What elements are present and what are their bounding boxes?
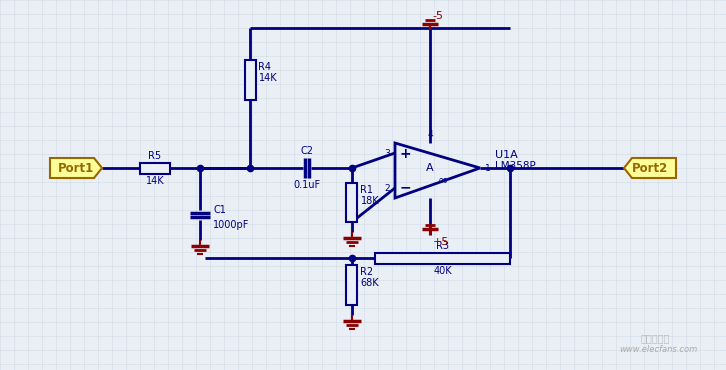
Text: +5: +5 bbox=[433, 237, 449, 247]
Text: R3: R3 bbox=[436, 240, 449, 250]
Text: Port1: Port1 bbox=[58, 161, 94, 175]
Text: 40K: 40K bbox=[433, 266, 452, 276]
Text: A: A bbox=[425, 163, 433, 173]
Text: R2: R2 bbox=[361, 267, 374, 277]
Text: Port2: Port2 bbox=[632, 161, 668, 175]
Text: 电子发烧友: 电子发烧友 bbox=[640, 333, 670, 343]
Text: 14K: 14K bbox=[146, 175, 164, 185]
Text: 68K: 68K bbox=[361, 278, 379, 288]
Polygon shape bbox=[50, 158, 102, 178]
Text: -5: -5 bbox=[432, 11, 443, 21]
Text: 3: 3 bbox=[384, 148, 390, 158]
Bar bbox=[346, 183, 357, 222]
Text: 1000pF: 1000pF bbox=[213, 220, 249, 230]
Text: 18K: 18K bbox=[361, 196, 379, 206]
Polygon shape bbox=[624, 158, 676, 178]
Text: −: − bbox=[399, 180, 411, 194]
Text: C2: C2 bbox=[301, 146, 314, 156]
Text: 0.1uF: 0.1uF bbox=[293, 180, 321, 190]
Text: C1: C1 bbox=[213, 205, 226, 215]
Text: 4: 4 bbox=[427, 130, 433, 139]
Text: R5: R5 bbox=[148, 151, 162, 161]
Text: 2: 2 bbox=[384, 184, 390, 192]
Bar bbox=[245, 60, 256, 100]
Text: 14K: 14K bbox=[258, 73, 277, 83]
Text: +: + bbox=[399, 147, 411, 161]
Text: LM358P: LM358P bbox=[495, 161, 536, 171]
Text: www.elecfans.com: www.elecfans.com bbox=[620, 346, 698, 354]
Text: U1A: U1A bbox=[495, 150, 518, 160]
Text: ∞: ∞ bbox=[437, 174, 448, 186]
Bar bbox=[346, 265, 357, 305]
Text: R4: R4 bbox=[258, 62, 272, 72]
Text: R1: R1 bbox=[361, 185, 373, 195]
Text: 1: 1 bbox=[485, 164, 491, 172]
Bar bbox=[140, 162, 170, 174]
Bar bbox=[375, 252, 510, 263]
